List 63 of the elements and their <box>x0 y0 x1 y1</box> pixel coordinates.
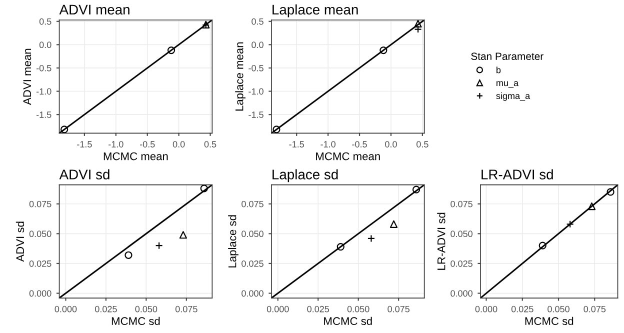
x-tick-label: 0.000 <box>266 306 289 312</box>
legend-label: mu_a <box>496 81 519 88</box>
y-tick-label: -1.5 <box>36 112 52 118</box>
legend-title: Stan Parameter <box>471 52 544 60</box>
y-tick-label: 0.075 <box>29 200 52 208</box>
y-tick-label: 0.075 <box>450 200 472 208</box>
x-tick-label: 0.025 <box>511 306 534 312</box>
x-tick-label: 0.000 <box>54 306 77 312</box>
y-tick-label: 0.0 <box>39 42 52 48</box>
y-axis-title: ADVI mean <box>23 48 32 105</box>
chart-title: LR-ADVI sd <box>482 169 553 180</box>
x-tick-label: -0.5 <box>352 141 367 148</box>
y-tick-label: -1.5 <box>248 112 264 118</box>
x-tick-label: -1.5 <box>77 141 92 148</box>
y-tick-label: 0.050 <box>450 230 472 238</box>
x-tick-label: 0.075 <box>388 306 410 312</box>
y-tick-label: 0.025 <box>29 260 52 267</box>
y-tick-label: 0.000 <box>450 290 472 297</box>
chart-title: Laplace mean <box>272 4 358 18</box>
y-tick-label: -0.5 <box>36 64 52 72</box>
y-tick-label: 0.050 <box>29 230 52 238</box>
legend-label: sigma_a <box>496 92 530 101</box>
x-tick-label: 0.025 <box>95 306 117 312</box>
y-tick-label: 0.025 <box>450 260 472 267</box>
x-axis-title: MCMC sd <box>112 316 160 326</box>
x-tick-label: -0.5 <box>140 141 155 148</box>
y-tick-label: -1.0 <box>248 88 264 95</box>
y-tick-label: 0.075 <box>242 200 264 208</box>
y-axis-title: Laplace mean <box>235 42 246 111</box>
legend-label: b <box>496 66 501 74</box>
y-tick-label: 0.025 <box>242 260 264 267</box>
x-tick-label: 0.5 <box>416 141 428 148</box>
x-axis-title: MCMC sd <box>324 316 372 326</box>
x-tick-label: -1.0 <box>108 141 124 148</box>
y-tick-label: 0.0 <box>252 42 264 48</box>
y-axis-title: ADVI sd <box>16 222 24 262</box>
x-axis-title: MCMC mean <box>104 152 168 160</box>
y-tick-label: 0.050 <box>242 230 264 238</box>
x-tick-label: 0.050 <box>548 306 570 312</box>
y-tick-label: 0.5 <box>39 18 52 25</box>
y-axis-title: LR-ADVI sd <box>437 212 446 270</box>
chart-title: ADVI sd <box>59 169 110 180</box>
x-tick-label: 0.075 <box>584 306 606 312</box>
y-axis-title: Laplace sd <box>228 215 238 268</box>
x-tick-label: -1.5 <box>289 141 304 148</box>
chart-title: Laplace sd <box>272 169 338 182</box>
x-tick-label: 0.050 <box>347 306 370 312</box>
x-axis-title: MCMC mean <box>316 152 380 160</box>
y-tick-label: 0.000 <box>29 290 52 297</box>
y-tick-label: -1.0 <box>36 88 52 95</box>
y-tick-label: 0.5 <box>252 18 264 25</box>
x-tick-label: 0.050 <box>135 306 158 312</box>
x-tick-label: -1.0 <box>320 141 336 148</box>
x-tick-label: 0.0 <box>172 141 185 148</box>
x-axis-title: MCMC sd <box>525 316 574 326</box>
y-tick-label: 0.000 <box>242 290 264 297</box>
x-tick-label: 0.075 <box>175 306 198 312</box>
chart-title: ADVI mean <box>59 4 130 15</box>
y-tick-label: -0.5 <box>248 64 264 72</box>
x-tick-label: 0.025 <box>307 306 330 312</box>
x-tick-label: 0.0 <box>385 141 397 148</box>
x-tick-label: 0.5 <box>204 141 216 148</box>
x-tick-label: 0.000 <box>475 306 498 312</box>
